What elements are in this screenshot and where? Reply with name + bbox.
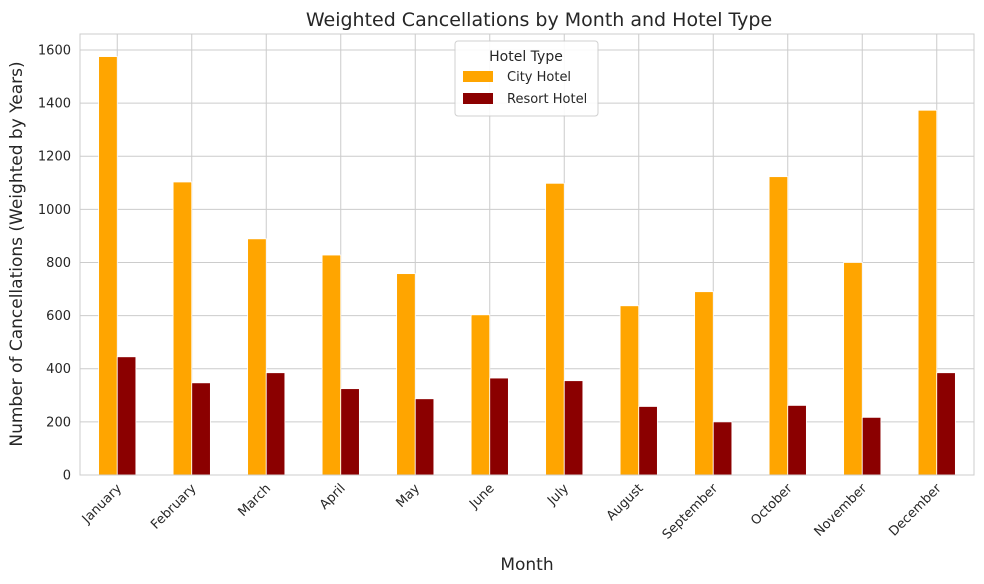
x-axis-label: Month (500, 555, 553, 575)
city-hotel-bar-december (917, 109, 938, 476)
x-tick-label: July (544, 481, 572, 509)
resort-hotel-bar-september (712, 421, 733, 476)
city-hotel-bar-may (396, 273, 416, 476)
city-hotel-bar-october (768, 176, 789, 476)
legend-swatch-city-hotel (463, 71, 493, 82)
x-tick-label: January (79, 481, 125, 527)
city-hotel-bar-september (694, 291, 714, 476)
y-tick-label: 1000 (38, 203, 71, 218)
city-hotel-bar-june (470, 314, 491, 476)
city-hotel-bar-april (321, 254, 342, 476)
legend-label-city-hotel: City Hotel (507, 70, 571, 85)
y-axis-label: Number of Cancellations (Weighted by Yea… (7, 61, 27, 446)
x-tick-label: February (148, 481, 200, 533)
resort-hotel-bar-august (638, 406, 658, 476)
x-tick-label: March (235, 481, 274, 520)
resort-hotel-bar-april (340, 388, 360, 476)
x-tick-label: June (466, 481, 497, 512)
city-hotel-bar-august (619, 305, 640, 476)
resort-hotel-bar-june (489, 377, 509, 476)
x-tick-label: April (317, 481, 349, 513)
resort-hotel-bar-november (861, 416, 882, 476)
y-tick-label: 400 (46, 362, 71, 377)
y-tick-label: 1200 (38, 150, 71, 165)
y-ticks: 0 200 400 600 800 1000 1200 1400 1600 (38, 43, 71, 483)
x-tick-label: August (604, 481, 647, 524)
x-tick-label: November (812, 481, 871, 540)
city-hotel-bar-february (172, 181, 193, 476)
x-tick-label: September (660, 481, 722, 543)
city-hotel-bar-november (843, 262, 863, 476)
y-tick-label: 800 (46, 256, 71, 271)
resort-hotel-bar-may (414, 398, 435, 476)
resort-hotel-bar-january (116, 356, 137, 476)
legend: Hotel Type City Hotel Resort Hotel (454, 40, 599, 117)
legend-swatch-resort-hotel (463, 93, 493, 104)
resort-hotel-bar-october (787, 404, 807, 476)
y-tick-label: 200 (46, 415, 71, 430)
legend-title: Hotel Type (489, 49, 563, 65)
y-tick-label: 1600 (38, 43, 71, 58)
resort-hotel-bar-july (563, 380, 584, 476)
x-ticks: January February March April May June July Augu… (79, 481, 945, 543)
resort-hotel-bar-march (265, 372, 286, 476)
x-tick-label: May (393, 481, 423, 511)
resort-hotel-bar-december (936, 372, 956, 476)
bars (98, 56, 956, 476)
chart-title: Weighted Cancellations by Month and Hote… (306, 9, 772, 31)
city-hotel-bar-july (545, 182, 565, 476)
plot-frame (79, 33, 975, 476)
legend-label-resort-hotel: Resort Hotel (507, 92, 587, 107)
y-tick-label: 600 (46, 309, 71, 324)
resort-hotel-bar-february (191, 382, 211, 476)
y-tick-label: 0 (63, 469, 71, 484)
x-tick-label: December (886, 481, 945, 540)
x-tick-label: October (748, 481, 796, 529)
city-hotel-bar-january (98, 56, 118, 476)
y-tick-label: 1400 (38, 97, 71, 112)
city-hotel-bar-march (247, 238, 267, 476)
